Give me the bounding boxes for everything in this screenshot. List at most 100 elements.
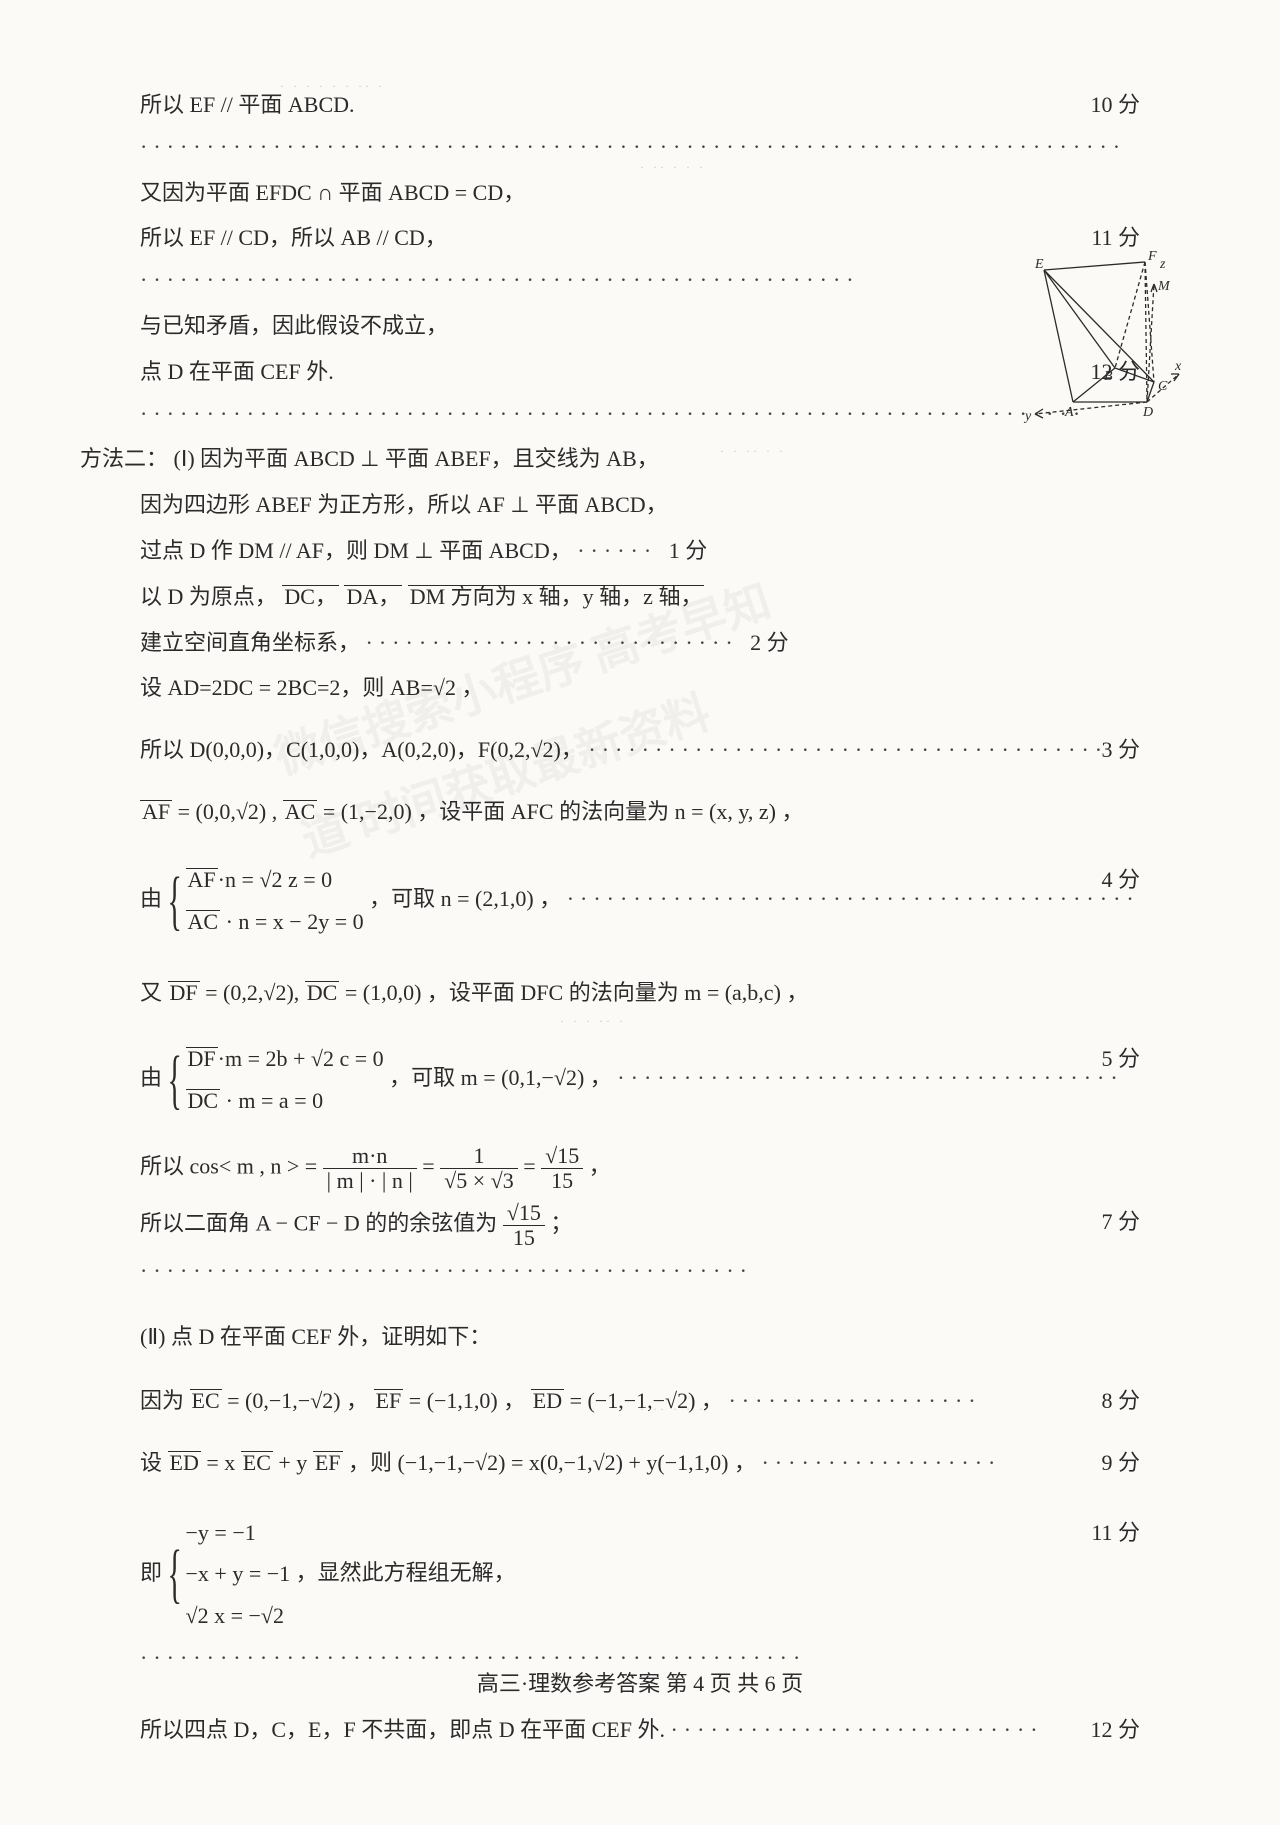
text: 所以 EF // 平面 ABCD. xyxy=(140,92,355,117)
text: 所以二面角 A − CF − D 的的余弦值为 xyxy=(140,1211,503,1236)
vector-dc: DC xyxy=(305,981,340,1004)
vector-dm: DM 方向为 x 轴，y 轴，z 轴， xyxy=(408,585,705,608)
numer: √15 xyxy=(503,1201,545,1226)
text: = x xyxy=(206,1450,235,1475)
leader-dots: ········································… xyxy=(140,401,1086,426)
equation-system: AFAF·n = √2 z = 0·n = √2 z = 0 AC · n = … xyxy=(168,859,364,943)
leader-dots: ·················· xyxy=(761,1450,1001,1475)
vector-ec: EC xyxy=(241,1451,273,1474)
leader-dots: ········································… xyxy=(140,267,860,292)
score: 10 分 xyxy=(1090,84,1140,126)
fraction: m·n | m | · | n | xyxy=(323,1144,417,1193)
leader-dots: ···························· xyxy=(366,630,751,655)
text: ， xyxy=(589,1153,611,1178)
numer: m·n xyxy=(323,1144,417,1169)
text: 以 D 为原点， xyxy=(140,584,277,609)
text: 因为四边形 ABEF 为正方形，所以 AF ⊥ 平面 ABCD， xyxy=(140,492,668,517)
method-label: 方法二： xyxy=(80,446,168,471)
label-x: x xyxy=(1174,359,1182,374)
score: 1 分 xyxy=(669,538,708,563)
leader-dots: ······································ xyxy=(617,1065,1123,1090)
text: 所以 cos< m , n > = xyxy=(140,1153,323,1178)
vector-ed: ED xyxy=(531,1389,564,1412)
text: = (1,0,0) ，设平面 DFC 的法向量为 m = (a,b,c) ， xyxy=(345,980,809,1005)
text: ，可取 n = (2,1,0) ， xyxy=(369,886,561,911)
equation-system: DF·m = 2b + √2 c = 0 DC · m = a = 0 xyxy=(168,1038,384,1122)
text: 即 xyxy=(140,1559,168,1584)
text: = (0,−1,−√2) ， xyxy=(227,1388,368,1413)
line-08: 过点 D 作 DM // AF，则 DM ⊥ 平面 ABCD， ······ 1… xyxy=(80,530,1140,572)
leader-dots: ········································… xyxy=(567,886,1140,911)
text: = (0,0,√2) , xyxy=(178,799,283,824)
line-06: 方法二： (Ⅰ) 因为平面 ABCD ⊥ 平面 ABEF，且交线为 AB， xyxy=(80,438,1140,480)
line-15: 又 DF = (0,2,√2), DC = (1,0,0) ，设平面 DFC 的… xyxy=(80,972,1140,1014)
line-21: 设 ED = x EC + y EF ，则 (−1,−1,−√2) = x(0,… xyxy=(80,1442,1140,1484)
vector-ed: ED xyxy=(168,1451,201,1474)
score: 7 分 xyxy=(1101,1201,1140,1243)
text: 由 xyxy=(140,886,168,911)
eq2: −x + y = −1 xyxy=(186,1553,291,1595)
equation-system-3: −y = −1 −x + y = −1 √2 x = −√2 xyxy=(168,1512,291,1637)
text: 又 xyxy=(140,980,168,1005)
fraction: 1 √5 × √3 xyxy=(440,1144,518,1193)
line-07: 因为四边形 ABEF 为正方形，所以 AF ⊥ 平面 ABCD， xyxy=(80,484,1140,526)
vector-df: DF xyxy=(168,981,200,1004)
score: 5 分 xyxy=(1101,1038,1140,1080)
text: 设 xyxy=(140,1450,168,1475)
text: = (−1,1,0) ， xyxy=(409,1388,525,1413)
text: ，显然此方程组无解， xyxy=(296,1559,516,1584)
fraction: √15 15 xyxy=(503,1201,545,1250)
line-16: 由 DF·m = 2b + √2 c = 0 DC · m = a = 0 ，可… xyxy=(80,1038,1140,1122)
score: 11 分 xyxy=(1091,1512,1140,1554)
vector-ec: EC xyxy=(190,1389,222,1412)
vec: DF xyxy=(186,1047,218,1070)
text: 由 xyxy=(140,1065,168,1090)
line-11: 设 AD=2DC = 2BC=2，则 AB=√2 ， xyxy=(80,667,1140,709)
text: = (−1,−1,−√2) ， xyxy=(570,1388,723,1413)
text: 所以 EF // CD，所以 AB // CD， xyxy=(140,225,447,250)
vector-da: DA， xyxy=(344,585,402,608)
score: 12 分 xyxy=(1090,1709,1140,1751)
vec: AC xyxy=(186,910,221,933)
line-10: 建立空间直角坐标系， ···························· … xyxy=(80,622,1140,664)
label-F: F xyxy=(1147,249,1157,264)
text: = xyxy=(523,1153,541,1178)
text: 又因为平面 EFDC ∩ 平面 ABCD = CD， xyxy=(140,180,525,205)
eq1: −y = −1 xyxy=(186,1512,291,1554)
numer: 1 xyxy=(440,1144,518,1169)
line-19: (Ⅱ) 点 D 在平面 CEF 外，证明如下： xyxy=(80,1316,1140,1358)
text: 点 D 在平面 CEF 外. xyxy=(140,359,334,384)
leader-dots: ······································· xyxy=(588,737,1108,762)
vector-af: AF xyxy=(140,800,172,823)
text: = (0,2,√2), xyxy=(205,980,305,1005)
leader-dots: ···························· xyxy=(670,1717,1043,1742)
text: (Ⅱ) 点 D 在平面 CEF 外，证明如下： xyxy=(140,1324,491,1349)
vector-ef: EF xyxy=(313,1451,343,1474)
line-22: 即 −y = −1 −x + y = −1 √2 x = −√2 ，显然此方程组… xyxy=(80,1512,1140,1679)
text: 所以四点 D，C，E，F 不共面，即点 D 在平面 CEF 外. xyxy=(140,1717,665,1742)
text: 所以 D(0,0,0)，C(1,0,0)，A(0,2,0)，F(0,2,√2)， xyxy=(140,737,583,762)
line-02: 又因为平面 EFDC ∩ 平面 ABCD = CD， xyxy=(80,172,1140,214)
text: (Ⅰ) 因为平面 ABCD ⊥ 平面 ABEF，且交线为 AB， xyxy=(174,446,659,471)
label-M: M xyxy=(1157,279,1171,294)
line-17: 所以 cos< m , n > = m·n | m | · | n | = 1 … xyxy=(80,1144,1140,1193)
page: 微信搜索小程序 高考早知道 时间获取最新资料 所以 EF // 平面 ABCD.… xyxy=(0,0,1280,1825)
label-B: B xyxy=(1104,369,1113,384)
vec: AF xyxy=(186,868,218,891)
fraction: √15 15 xyxy=(541,1144,583,1193)
score: 8 分 xyxy=(1101,1380,1140,1422)
vector-ac: AC xyxy=(283,800,318,823)
score: 11 分 xyxy=(1091,217,1140,259)
leader-dots: ··················· xyxy=(728,1388,981,1413)
line-14: 由 AFAF·n = √2 z = 0·n = √2 z = 0 AC · n … xyxy=(80,859,1140,943)
text: ； xyxy=(550,1211,572,1236)
diagram-svg: E F M B C A D y x z xyxy=(965,262,1180,432)
eq3: √2 x = −√2 xyxy=(186,1595,291,1637)
label-A: A xyxy=(1064,405,1074,420)
text: = (1,−2,0) ，设平面 AFC 的法向量为 n = (x, y, z) … xyxy=(323,799,804,824)
leader-dots: ········································… xyxy=(140,1258,753,1283)
geometry-diagram: E F M B C A D y x z xyxy=(965,262,1180,432)
text: = xyxy=(422,1153,440,1178)
label-E: E xyxy=(1034,257,1044,272)
label-C: C xyxy=(1158,379,1168,394)
